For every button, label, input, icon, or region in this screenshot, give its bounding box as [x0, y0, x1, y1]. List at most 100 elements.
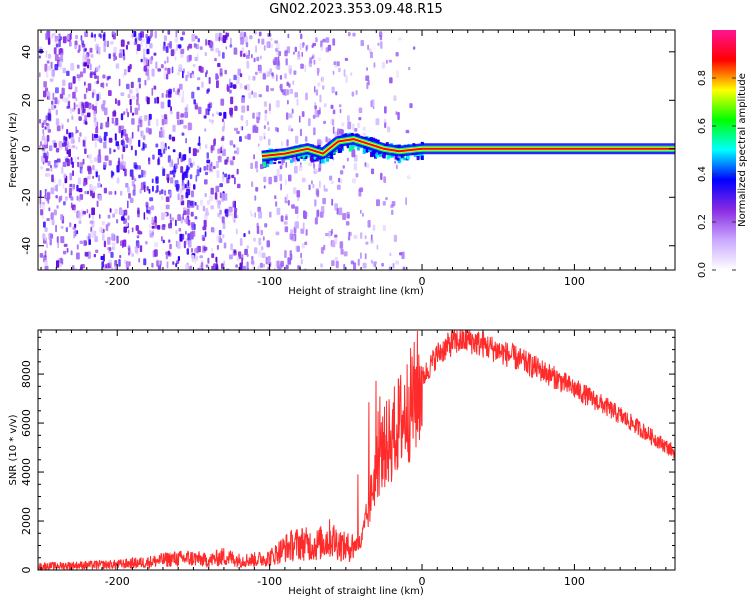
heatmap-cell [58, 33, 61, 42]
colorbar-tick-label: 0.6 [697, 118, 708, 134]
heatmap-cell [69, 82, 72, 88]
heatmap-cell [154, 215, 157, 223]
heatmap-cell [347, 235, 351, 241]
heatmap-cell [325, 136, 328, 143]
heatmap-cell [175, 230, 178, 235]
heatmap-cell [203, 246, 208, 251]
heatmap-cell [128, 193, 131, 199]
heatmap-cell [44, 227, 48, 232]
heatmap-cell [384, 121, 387, 128]
heatmap-cell [331, 86, 335, 94]
heatmap-cell [304, 136, 308, 142]
heatmap-cell [253, 154, 255, 160]
heatmap-cell [254, 195, 257, 201]
snr-frame [37, 329, 676, 571]
heatmap-cell [164, 212, 167, 216]
heatmap-cell [406, 175, 411, 180]
heatmap-cell [395, 260, 399, 265]
heatmap-cell [263, 185, 266, 189]
heatmap-signal-cell [396, 157, 400, 161]
heatmap-cell [87, 175, 91, 180]
heatmap-cell [79, 162, 83, 169]
heatmap-cell [249, 35, 253, 40]
heatmap-cell [119, 254, 122, 259]
heatmap-cell [160, 101, 165, 109]
heatmap-cell [55, 195, 58, 199]
heatmap-cell [186, 55, 191, 63]
heatmap-cell [234, 127, 238, 131]
heatmap-cell [190, 211, 194, 217]
heatmap-cell [151, 87, 154, 96]
heatmap-cell [83, 190, 87, 195]
heatmap-cell [300, 63, 304, 69]
heatmap-cell [130, 252, 133, 258]
heatmap-cell [285, 178, 287, 186]
heatmap-cell [190, 231, 194, 240]
heatmap-cell [275, 100, 280, 108]
heatmap-signal-cell [374, 152, 377, 159]
heatmap-cell [177, 193, 180, 201]
heatmap-cell [212, 227, 215, 233]
heatmap-cell [125, 222, 129, 227]
heatmap-cell [109, 147, 112, 155]
heatmap-cell [299, 43, 302, 51]
heatmap-cell [184, 107, 188, 112]
heatmap-cell [338, 207, 343, 216]
heatmap-cell [388, 59, 392, 63]
heatmap-cell [151, 68, 155, 77]
heatmap-cell [131, 112, 135, 116]
heatmap-cell [352, 123, 355, 131]
heatmap-cell [179, 83, 183, 90]
heatmap-cell [322, 85, 325, 90]
heatmap-cell [348, 231, 351, 237]
heatmap-cell [74, 44, 77, 50]
heatmap-cell [169, 243, 172, 250]
heatmap-cell [275, 260, 277, 268]
heatmap-cell [79, 132, 82, 137]
heatmap-cell [138, 32, 142, 41]
heatmap-cell [128, 251, 130, 256]
heatmap-cell [177, 119, 181, 125]
heatmap-cell [48, 53, 52, 59]
heatmap-signal-cell [362, 148, 366, 154]
heatmap-cell [169, 213, 172, 220]
heatmap-cell [39, 166, 44, 170]
heatmap-cell [320, 205, 325, 214]
heatmap-cell [367, 44, 369, 51]
heatmap-cell [213, 165, 216, 170]
heatmap-cell [287, 33, 290, 39]
heatmap-x-tick-label: 100 [564, 275, 585, 288]
heatmap-cell [82, 139, 86, 147]
heatmap-cell [222, 35, 227, 43]
heatmap-cell [39, 253, 44, 258]
heatmap-cell [199, 199, 204, 206]
heatmap-cell [45, 87, 49, 92]
heatmap-cell [244, 135, 248, 140]
heatmap-cell [195, 44, 200, 50]
heatmap-cell [120, 113, 124, 121]
heatmap-cell [243, 53, 246, 58]
heatmap-cell [45, 115, 48, 121]
heatmap-cell [234, 177, 236, 185]
heatmap-cell [161, 118, 165, 126]
heatmap-cell [140, 58, 143, 63]
heatmap-cell [389, 77, 393, 84]
heatmap-cell [314, 105, 317, 110]
heatmap-cell [182, 70, 184, 79]
heatmap-cell [148, 157, 151, 165]
snr-x-tick-label: 100 [564, 575, 585, 588]
heatmap-cell [82, 108, 86, 114]
heatmap-cell [186, 248, 189, 255]
heatmap-cell [154, 242, 158, 248]
heatmap-cell [127, 200, 129, 209]
heatmap-cell [332, 109, 336, 115]
heatmap-cell [246, 105, 250, 112]
heatmap-cell [170, 177, 174, 184]
heatmap-cell [180, 166, 184, 173]
heatmap-cell [166, 73, 169, 80]
heatmap-cell [248, 75, 251, 81]
heatmap-cell [57, 99, 60, 105]
heatmap-signal-cell [330, 153, 333, 159]
heatmap-cell [246, 245, 249, 249]
heatmap-cell [84, 121, 88, 125]
